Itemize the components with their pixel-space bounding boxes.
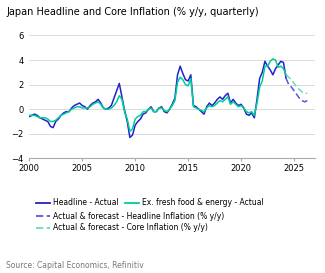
Text: Source: Capital Economics, Refinitiv: Source: Capital Economics, Refinitiv xyxy=(6,261,144,270)
Text: Japan Headline and Core Inflation (% y/y, quarterly): Japan Headline and Core Inflation (% y/y… xyxy=(6,7,259,17)
Legend: Actual & forecast - Headline Inflation (% y/y), Actual & forecast - Core Inflati: Actual & forecast - Headline Inflation (… xyxy=(33,209,227,235)
